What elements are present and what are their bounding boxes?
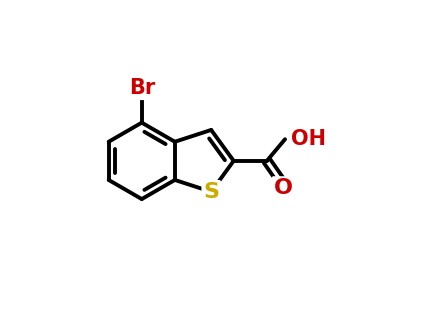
- Text: Br: Br: [128, 78, 155, 98]
- Text: S: S: [203, 182, 219, 202]
- Text: O: O: [274, 178, 292, 198]
- Text: OH: OH: [291, 129, 326, 149]
